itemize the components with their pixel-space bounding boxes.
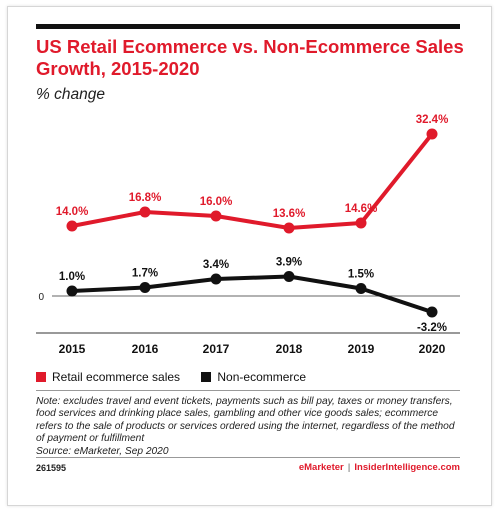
footnote-text: Note: excludes travel and event tickets,… [36,396,455,445]
x-tick-label: 2016 [132,342,159,356]
legend-item-ecommerce: Retail ecommerce sales [36,370,180,384]
legend-swatch-red [36,372,46,382]
data-point [426,128,438,140]
data-point [139,206,151,218]
x-tick-label: 2018 [276,342,303,356]
legend-item-non-ecommerce: Non-ecommerce [201,370,306,384]
divider-top [36,390,460,391]
legend-label-ecommerce: Retail ecommerce sales [52,370,181,384]
top-accent-bar [36,24,460,29]
data-point [355,217,367,229]
data-label: 1.5% [348,269,374,281]
footnote-source: Source: eMarketer, Sep 2020 [36,445,169,457]
legend: Retail ecommerce sales Non-ecommerce [36,370,324,385]
brand-separator: | [347,462,351,473]
chart-id: 261595 [36,463,67,473]
x-tick-label: 2015 [59,342,86,356]
brand-emarketer: eMarketer [298,462,344,473]
data-point [283,271,295,282]
data-point [355,283,367,294]
y-zero-label: 0 [38,292,44,303]
data-label: 14.6% [345,203,378,215]
x-tick-label: 2017 [203,342,230,356]
divider-bottom [36,457,460,458]
legend-swatch-black [201,372,212,382]
chart-title: US Retail Ecommerce vs. Non-Ecommerce Sa… [36,36,464,79]
data-point [210,273,222,285]
data-label: 3.9% [276,257,302,269]
data-label: -3.2% [417,322,447,334]
chart-card [7,6,492,506]
data-label: 13.6% [273,208,306,220]
footer-brand[interactable]: eMarketer | InsiderIntelligence.com [299,462,460,473]
series-line-1 [70,274,434,314]
data-point [66,220,78,232]
data-label: 1.7% [132,268,158,280]
data-label: 14.0% [56,206,89,218]
legend-label-non-ecommerce: Non-ecommerce [217,370,307,384]
data-label: 1.0% [59,271,85,283]
series-line-0 [70,132,434,230]
data-label: 3.4% [203,259,229,271]
data-point [210,210,222,222]
data-label: 32.4% [416,114,449,126]
x-tick-label: 2020 [419,342,446,356]
x-tick-label: 2019 [348,342,375,356]
chart-subtitle: % change [36,86,105,103]
brand-insiderintelligence: InsiderIntelligence.com [354,462,460,473]
data-point [426,306,438,318]
data-point [283,222,295,234]
data-label: 16.8% [129,192,162,204]
data-label: 16.0% [200,196,233,208]
data-point [139,282,151,293]
footnote: Note: excludes travel and event tickets,… [36,396,460,458]
data-point [66,285,78,297]
